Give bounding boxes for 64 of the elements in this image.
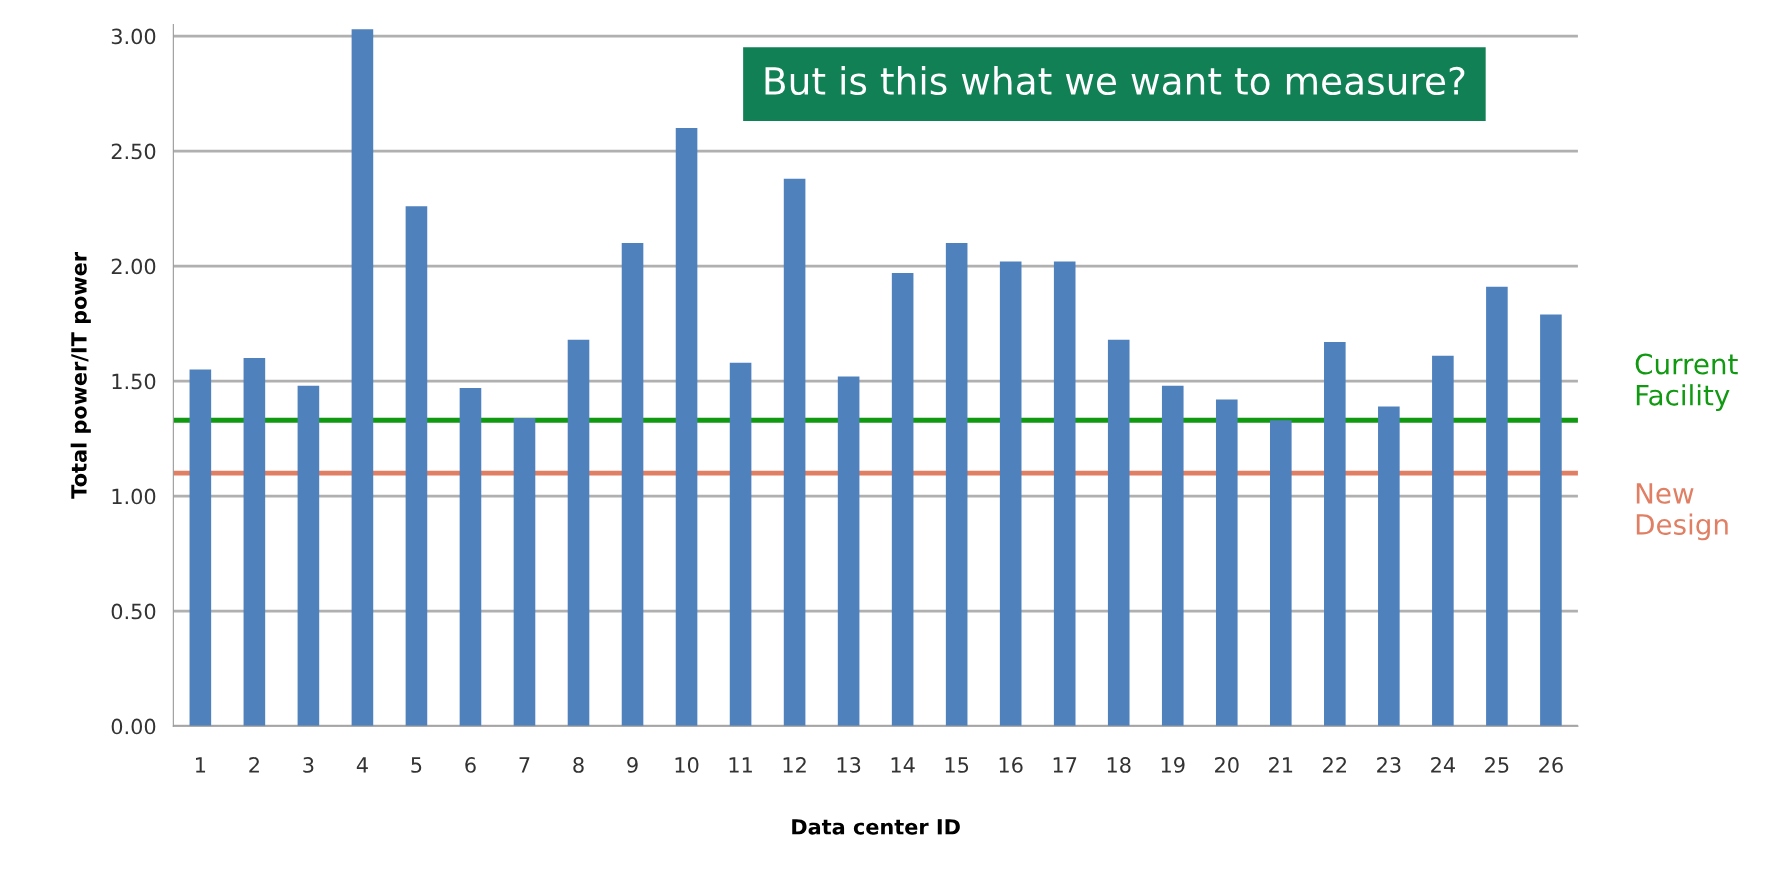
x-tick-label: 14	[891, 757, 915, 773]
bar	[459, 388, 482, 727]
bar	[729, 362, 752, 727]
bar	[1269, 420, 1292, 727]
y-tick-label: 1.00	[112, 488, 156, 505]
bar	[1540, 314, 1562, 727]
x-tick-label: 4	[356, 757, 368, 773]
bar	[1432, 355, 1454, 727]
x-tick-label: 10	[675, 757, 699, 773]
bar	[1378, 406, 1400, 727]
bar	[297, 385, 320, 727]
bar	[1161, 385, 1184, 727]
y-tick-label: 0.00	[111, 718, 156, 735]
bar	[999, 261, 1022, 727]
y-tick-label: 3.00	[111, 28, 156, 45]
bar	[837, 376, 860, 727]
bar	[891, 272, 914, 727]
bar	[1215, 399, 1238, 727]
ref-line-label: New Design	[1636, 483, 1728, 541]
x-tick-label: 21	[1269, 757, 1293, 773]
bar	[1107, 339, 1130, 727]
x-axis-title: Data center ID	[792, 819, 960, 835]
x-tick-label: 6	[465, 757, 476, 773]
x-tick-label: 3	[303, 757, 314, 773]
bar	[945, 243, 968, 727]
x-tick-label: 9	[627, 757, 638, 773]
x-tick-label: 19	[1161, 757, 1185, 773]
ref-line-label: Current Facility	[1635, 353, 1738, 412]
bar	[1053, 261, 1076, 727]
y-axis-title: Total power/IT power	[70, 252, 91, 499]
y-tick-label: 2.00	[111, 258, 156, 275]
x-tick-label: 24	[1431, 757, 1455, 773]
x-tick-label: 15	[945, 757, 969, 773]
x-tick-label: 18	[1107, 757, 1131, 773]
x-tick-label: 5	[411, 757, 422, 773]
bar	[513, 417, 536, 727]
x-tick-label: 22	[1323, 757, 1346, 773]
bar	[405, 206, 428, 727]
x-tick-label: 13	[837, 757, 861, 773]
bar	[351, 29, 374, 727]
x-tick-label: 26	[1539, 757, 1563, 773]
x-tick-label: 7	[519, 757, 530, 773]
bar	[783, 178, 806, 727]
x-tick-label: 8	[573, 757, 584, 773]
bar	[189, 369, 212, 727]
bar	[621, 243, 644, 727]
bar	[1324, 342, 1346, 727]
x-tick-label: 11	[729, 757, 752, 773]
bar	[567, 339, 590, 727]
x-tick-label: 12	[783, 757, 806, 773]
y-tick-label: 1.50	[112, 373, 156, 390]
x-tick-label: 16	[999, 757, 1023, 773]
x-tick-label: 1	[196, 757, 206, 773]
x-tick-label: 17	[1053, 757, 1077, 773]
y-tick-label: 0.50	[111, 603, 156, 620]
x-tick-label: 2	[249, 757, 259, 773]
x-tick-label: 23	[1377, 757, 1401, 773]
x-tick-label: 25	[1485, 757, 1509, 773]
bar	[675, 128, 698, 727]
annotation: But is this what we want to measure?	[765, 66, 1465, 96]
bar	[243, 358, 266, 727]
bar	[1486, 286, 1508, 727]
y-tick-label: 2.50	[111, 143, 156, 160]
x-tick-label: 20	[1215, 757, 1239, 773]
